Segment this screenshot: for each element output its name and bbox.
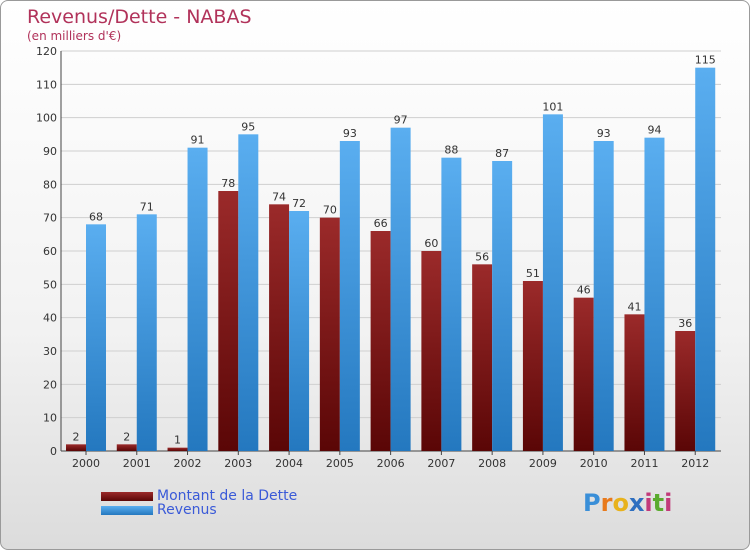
legend-label-dette: Montant de la Dette	[157, 488, 298, 504]
data-label: 56	[475, 250, 489, 263]
data-label: 2	[123, 430, 130, 443]
logo-letter: t	[652, 489, 665, 517]
data-label: 78	[221, 177, 235, 190]
data-label: 70	[323, 204, 337, 217]
logo-letter: r	[600, 489, 613, 517]
bar-dette	[624, 314, 645, 451]
x-tick-label: 2001	[123, 457, 151, 470]
bar-revenus	[238, 134, 259, 452]
bar-dette	[319, 217, 340, 451]
data-label: 60	[424, 237, 438, 250]
bars	[66, 67, 716, 452]
y-tick-label: 40	[43, 312, 57, 325]
x-tick-label: 2004	[275, 457, 303, 470]
y-tick-label: 20	[43, 378, 57, 391]
y-tick-label: 90	[43, 145, 57, 158]
data-label: 94	[647, 124, 661, 137]
data-label: 72	[292, 197, 306, 210]
bar-dette	[472, 264, 493, 451]
y-tick-label: 70	[43, 212, 57, 225]
x-tick-label: 2005	[326, 457, 354, 470]
x-tick-label: 2009	[529, 457, 557, 470]
bar-dette	[218, 191, 239, 451]
legend-item-revenus: Revenus	[101, 502, 217, 518]
x-tick-label: 2012	[681, 457, 709, 470]
bar-dette	[370, 231, 391, 451]
data-label: 2	[73, 430, 80, 443]
bar-dette	[573, 297, 594, 451]
data-label: 88	[444, 144, 458, 157]
bar-dette	[269, 204, 290, 451]
y-tick-label: 60	[43, 245, 57, 258]
data-label: 101	[542, 100, 563, 113]
legend-swatch-revenus	[101, 505, 153, 515]
data-label: 36	[678, 317, 692, 330]
data-label: 87	[495, 147, 509, 160]
bar-revenus	[593, 141, 614, 451]
y-tick-label: 50	[43, 278, 57, 291]
bar-revenus	[542, 114, 563, 451]
logo-letter: P	[583, 489, 601, 517]
x-tick-label: 2000	[72, 457, 100, 470]
y-tick-label: 100	[36, 112, 57, 125]
data-label: 1	[174, 434, 181, 447]
data-label: 46	[577, 284, 591, 297]
data-label: 91	[191, 134, 205, 147]
legend-swatch-dette	[101, 491, 153, 501]
chart-subtitle: (en milliers d'€)	[27, 29, 122, 43]
bar-revenus	[695, 67, 716, 452]
bar-revenus	[289, 211, 310, 451]
data-label: 97	[394, 114, 408, 127]
bar-dette	[66, 444, 86, 451]
bar-revenus	[187, 147, 208, 451]
logo-letter: i	[644, 489, 653, 517]
bar-revenus	[492, 161, 513, 451]
proxiti-logo: Proxiti	[583, 489, 672, 517]
data-label: 93	[343, 127, 357, 140]
data-label: 93	[597, 127, 611, 140]
y-tick-label: 120	[36, 45, 57, 58]
data-label: 95	[241, 120, 255, 133]
bar-revenus	[136, 214, 157, 451]
bar-revenus	[390, 127, 411, 452]
y-tick-label: 30	[43, 345, 57, 358]
legend-label-revenus: Revenus	[157, 502, 217, 518]
x-tick-label: 2007	[427, 457, 455, 470]
x-tick-label: 2006	[377, 457, 405, 470]
labels: 0 10 20 30 40 50 60 70 80 90 100 110 120 2000 2 68 2001 2…	[36, 45, 716, 470]
data-label: 74	[272, 190, 286, 203]
bar-revenus	[441, 157, 462, 451]
data-label: 41	[627, 300, 641, 313]
data-label: 71	[140, 200, 154, 213]
logo-letter: x	[628, 489, 645, 517]
bar-revenus	[339, 141, 360, 451]
bar-dette	[522, 281, 543, 451]
legend-item-dette: Montant de la Dette	[101, 488, 297, 504]
bar-dette	[167, 447, 188, 451]
x-tick-label: 2003	[224, 457, 252, 470]
bar-revenus	[86, 224, 106, 451]
data-label: 115	[695, 54, 716, 67]
bar-dette	[116, 444, 137, 451]
x-tick-label: 2008	[478, 457, 506, 470]
bar-dette	[675, 331, 696, 451]
data-label: 66	[374, 217, 388, 230]
logo-letter: i	[664, 489, 673, 517]
logo-letter: o	[612, 489, 629, 517]
y-tick-label: 110	[36, 78, 57, 91]
x-tick-label: 2011	[630, 457, 658, 470]
data-label: 68	[89, 210, 103, 223]
bar-dette	[421, 251, 442, 451]
x-tick-label: 2002	[174, 457, 202, 470]
y-tick-label: 80	[43, 178, 57, 191]
y-tick-label: 10	[43, 412, 57, 425]
bar-revenus	[644, 137, 665, 451]
y-tick-label: 0	[50, 445, 57, 458]
x-tick-label: 2010	[580, 457, 608, 470]
data-label: 51	[526, 267, 540, 280]
chart-title: Revenus/Dette - NABAS	[27, 6, 252, 28]
